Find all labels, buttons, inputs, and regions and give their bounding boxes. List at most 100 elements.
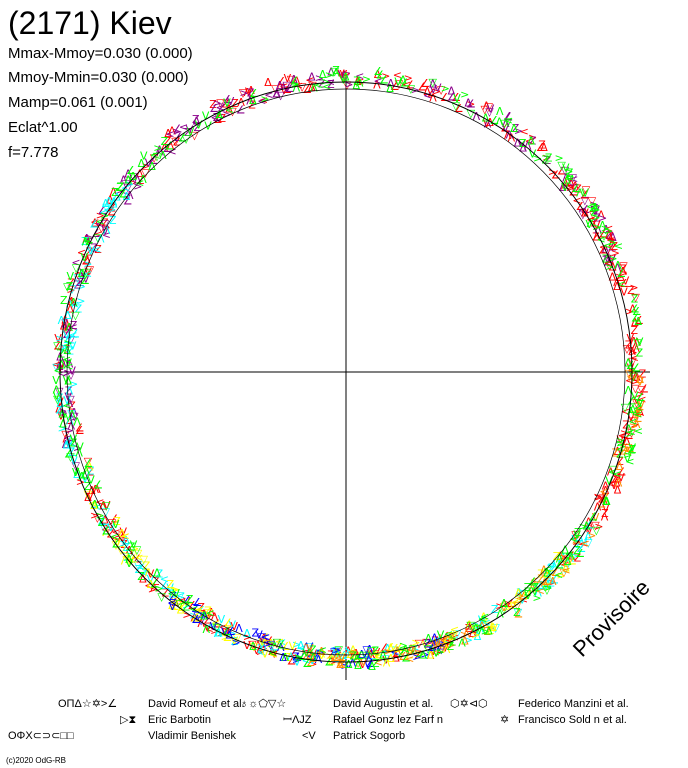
data-point: ▽ [631,291,640,304]
data-point: Δ [444,633,452,646]
data-point: > [432,85,441,98]
data-point: > [447,639,456,652]
data-point: ᐯ [636,335,644,348]
data-point: ∠ [338,649,348,662]
data-point: ∠ [150,577,160,590]
data-point: > [232,636,241,649]
data-point: > [325,69,334,82]
data-point: ▽ [422,636,431,649]
data-point: ᐯ [86,491,94,504]
data-point: ∠ [427,641,437,654]
data-point: ᐯ [107,521,115,534]
data-point: > [76,476,85,489]
data-point: > [630,418,639,431]
data-point: < [334,652,343,665]
data-point: ▽ [415,637,424,650]
data-point: ▽ [481,103,490,116]
data-point: Z [192,113,200,126]
data-point: < [482,616,491,629]
data-point: Δ [392,652,400,665]
data-point: < [297,641,306,654]
data-point: Λ [402,643,410,656]
legend-label-1-0: Eric Barbotin [148,714,211,726]
data-point: ᐯ [130,538,138,551]
data-point: Z [547,577,555,590]
data-point: > [572,535,581,548]
data-point: Z [204,604,212,617]
data-point: Λ [549,575,557,588]
data-point: ᐯ [593,219,601,232]
data-point: Λ [600,493,608,506]
data-point: Δ [374,68,382,81]
data-point: Λ [603,253,611,266]
data-point: Z [61,318,69,331]
data-point: Z [111,186,119,199]
data-point: ᐯ [340,73,348,86]
data-point: > [148,583,157,596]
data-point: ᐯ [114,536,122,549]
data-point: ▽ [627,426,636,439]
data-point: ▽ [171,135,180,148]
data-point: Δ [384,642,392,655]
data-point: < [275,635,284,648]
data-point: < [618,429,627,442]
data-point: < [302,654,311,667]
data-point: > [593,490,602,503]
data-point: ▽ [589,208,598,221]
data-point: Z [548,561,556,574]
data-point: Z [443,638,451,651]
data-point: ∠ [379,74,389,87]
data-point: ∠ [75,422,85,435]
data-point: ᐯ [490,622,498,635]
data-point: ᐯ [629,441,637,454]
data-point: ᐯ [553,558,561,571]
data-point: ▽ [153,150,162,163]
data-point: < [279,80,288,93]
mean-fit-circle [59,81,633,663]
data-point: ᐯ [571,533,579,546]
data-point: ∠ [626,359,636,372]
data-point: ∠ [373,65,383,78]
data-point: Λ [387,77,395,90]
data-point: ∠ [598,244,608,257]
data-point: > [635,403,644,416]
data-point: > [420,648,429,661]
data-point: ▽ [276,89,285,102]
data-point: Z [309,652,317,665]
data-point: ᐯ [610,479,618,492]
data-point: ∠ [568,186,578,199]
data-point: Λ [85,242,93,255]
data-point: ∠ [64,435,74,448]
data-point: Z [635,401,643,414]
data-point: Z [109,214,117,227]
data-point: ᐯ [617,471,625,484]
data-point: ▽ [61,428,70,441]
data-point: ▽ [63,280,72,293]
data-point: < [62,399,71,412]
data-point: ᐯ [70,296,78,309]
data-point: < [390,645,399,658]
data-point: ᐯ [636,375,644,388]
data-point: Δ [101,514,109,527]
data-point: > [611,247,620,260]
data-point: Δ [387,642,395,655]
data-point: Λ [65,321,73,334]
data-point: ᐯ [340,68,348,81]
data-point: Δ [629,403,637,416]
data-point: ∠ [624,429,634,442]
data-point: ∠ [178,132,188,145]
data-point: < [355,70,364,83]
data-point: < [621,405,630,418]
data-point: Z [483,625,491,638]
data-point: ▽ [205,607,214,620]
data-point: ▽ [86,263,95,276]
data-point: < [305,74,314,87]
data-point: Z [75,302,83,315]
data-point: Δ [113,190,121,203]
data-point: < [374,656,383,669]
data-point: Z [465,622,473,635]
data-point: ▽ [84,488,93,501]
data-point: Z [449,635,457,648]
data-point: Z [122,541,130,554]
data-point: ᐯ [453,92,461,105]
